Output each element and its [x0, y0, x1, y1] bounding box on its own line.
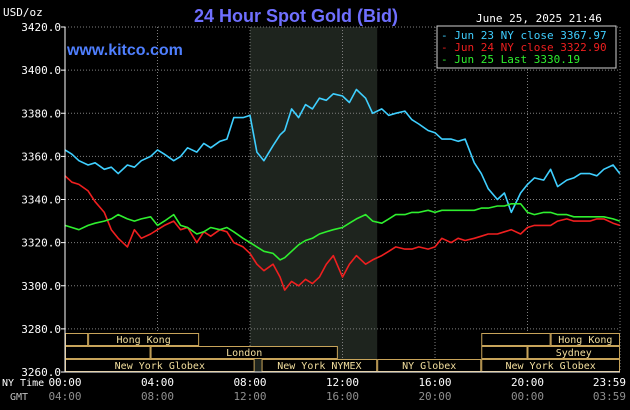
x-tick-label-gmt: 16:00 — [326, 390, 359, 403]
series-line-jun24 — [64, 175, 621, 291]
x-tick-label-gmt: 04:00 — [48, 390, 81, 403]
market-session-label: NY Globex — [402, 361, 456, 372]
y-tick-label: 3420.0 — [21, 21, 61, 34]
x-tick-label-ny: 08:00 — [233, 376, 266, 389]
market-session-label: Hong Kong — [117, 335, 171, 346]
axes-layer: 3420.0 3400.0 3380.0 3360.0 3340.0 3320.0 3300… — [2, 21, 626, 403]
market-session-label: New York Globex — [505, 361, 595, 372]
x-tick-label-gmt: 08:00 — [141, 390, 174, 403]
market-sessions-layer: Hong Kong London New York Globex New York N… — [65, 333, 620, 372]
x-tick-label-gmt: 20:00 — [418, 390, 451, 403]
market-session-box — [88, 333, 200, 346]
x-tick-label-gmt: 03:59 — [593, 390, 626, 403]
legend-item-jun24: - Jun 24 NY close 3322.90 — [441, 41, 607, 54]
x-tick-label-ny: 12:00 — [326, 376, 359, 389]
y-tick-label: 3280.0 — [21, 323, 61, 336]
y-tick-label: 3260.0 — [21, 366, 61, 379]
y-tick-label: 3380.0 — [21, 107, 61, 120]
x-tick-label-ny: 20:00 — [511, 376, 544, 389]
market-session-label: New York NYMEX — [277, 361, 361, 372]
watermark: www.kitco.com — [66, 42, 183, 59]
y-tick-label: 3300.0 — [21, 280, 61, 293]
market-session-label: Hong Kong — [558, 335, 612, 346]
series-line-jun25 — [64, 203, 621, 261]
market-session-box — [65, 333, 89, 346]
night-shade-layer — [250, 27, 378, 372]
y-tick-label: 3400.0 — [21, 64, 61, 77]
y-tick-label: 3320.0 — [21, 237, 61, 250]
series-line-jun23 — [64, 88, 621, 214]
x-tick-label-gmt: 12:00 — [233, 390, 266, 403]
chart-title: 24 Hour Spot Gold (Bid) — [194, 6, 398, 26]
legend-box — [436, 25, 617, 69]
market-session-box — [550, 333, 620, 346]
market-session-label: Sydney — [556, 348, 592, 359]
y-tick-label: 3340.0 — [21, 194, 61, 207]
market-session-label: New York Globex — [115, 361, 205, 372]
market-session-box — [150, 346, 338, 359]
timestamp: June 25, 2025 21:46 — [476, 12, 602, 25]
gmt-label: GMT — [10, 392, 28, 403]
x-tick-label-ny: 23:59 — [593, 376, 626, 389]
legend-item-jun25: - Jun 25 Last 3330.19 — [441, 53, 580, 66]
x-tick-label-ny: 16:00 — [418, 376, 451, 389]
market-session-label: London — [226, 348, 262, 359]
x-tick-label-ny: 00:00 — [48, 376, 81, 389]
series-layer — [64, 88, 621, 291]
unit-label: USD/oz — [3, 6, 43, 19]
market-session-box — [527, 346, 620, 359]
market-session-box — [481, 346, 528, 359]
y-tick-label: 3360.0 — [21, 150, 61, 163]
x-tick-label-ny: 04:00 — [141, 376, 174, 389]
ny-time-label: NY Time — [2, 378, 44, 389]
x-tick-label-gmt: 00:00 — [511, 390, 544, 403]
shaded-session-region — [250, 27, 378, 372]
legend-item-jun23: - Jun 23 NY close 3367.97 — [441, 29, 607, 42]
legend: - Jun 23 NY close 3367.97 - Jun 24 NY cl… — [436, 25, 617, 69]
market-session-box — [65, 346, 151, 359]
market-session-box — [481, 333, 551, 346]
